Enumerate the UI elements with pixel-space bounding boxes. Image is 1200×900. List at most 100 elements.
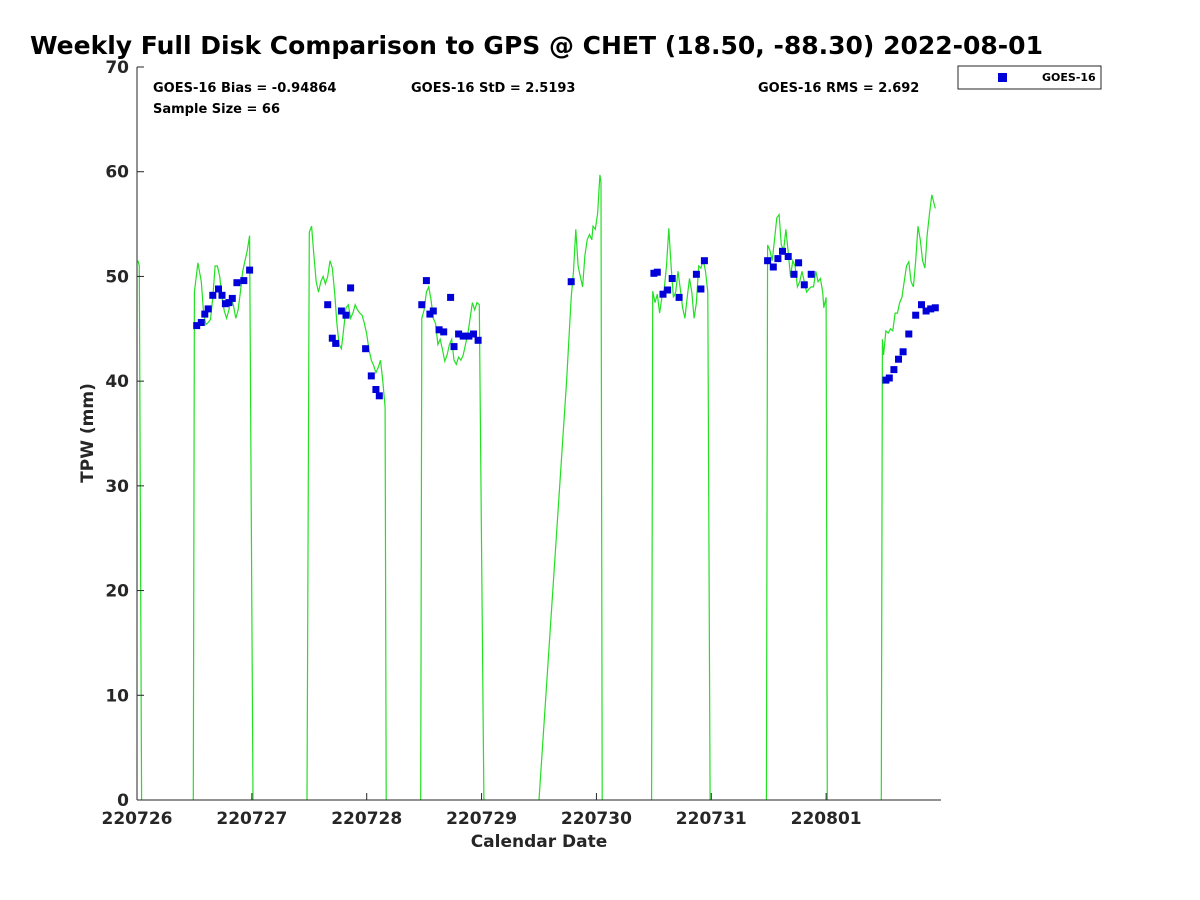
goes-point-18: [347, 284, 355, 292]
x-tick-label: 220727: [216, 809, 287, 829]
goes-point-23: [418, 301, 426, 309]
y-tick-label: 50: [105, 267, 129, 287]
legend-box: [957, 65, 1102, 90]
gps-line-segment-0: [137, 260, 143, 801]
gps-line-segment-4: [538, 174, 603, 801]
y-tick-label: 20: [105, 582, 129, 602]
rms-stat: GOES-16 RMS = 2.692: [758, 81, 919, 96]
goes-point-45: [700, 257, 708, 265]
goes-point-15: [332, 339, 340, 347]
bias-stat: GOES-16 Bias = -0.94864: [153, 81, 336, 96]
goes-point-58: [895, 355, 902, 363]
gps-line-segment-6: [765, 212, 828, 801]
goes-point-64: [927, 305, 935, 313]
goes-point-49: [779, 247, 786, 255]
goes-point-43: [692, 270, 700, 278]
goes-point-24: [422, 277, 430, 285]
goes-point-62: [918, 301, 925, 309]
legend: GOES-16: [957, 65, 1102, 90]
legend-marker: [998, 73, 1007, 82]
plot-area: [137, 67, 941, 800]
goes-point-26: [429, 307, 437, 315]
goes-point-61: [912, 311, 920, 319]
goes-point-13: [324, 301, 332, 309]
goes-point-8: [225, 299, 233, 307]
goes-point-28: [440, 328, 448, 336]
goes-point-40: [664, 286, 672, 294]
goes-point-0: [193, 322, 201, 330]
gps-line-segment-2: [306, 225, 387, 801]
goes-point-53: [800, 281, 808, 289]
goes-point-31: [455, 330, 463, 338]
goes-point-32: [459, 332, 467, 340]
gps-line-segment-3: [420, 284, 485, 801]
goes-point-52: [795, 259, 803, 267]
goes-point-19: [362, 345, 370, 353]
legend-label: GOES-16: [1042, 71, 1096, 84]
x-axis-label: Calendar Date: [471, 832, 608, 852]
y-tick-label: 10: [105, 686, 129, 706]
goes-point-54: [807, 270, 815, 278]
goes-point-14: [328, 334, 336, 342]
goes-point-6: [218, 291, 226, 299]
goes-point-9: [228, 294, 236, 302]
goes-point-47: [769, 263, 777, 271]
y-tick-label: 40: [105, 372, 129, 392]
gps-line-segment-5: [650, 228, 711, 801]
goes-point-21: [372, 386, 380, 393]
goes-point-60: [905, 330, 913, 338]
goes-series: [193, 247, 939, 400]
goes-point-11: [240, 277, 248, 285]
goes-point-44: [697, 285, 705, 293]
goes-point-48: [774, 255, 782, 263]
y-axis-label: TPW (mm): [78, 383, 98, 483]
goes-point-16: [337, 307, 345, 315]
goes-point-17: [342, 311, 350, 319]
x-tick-label: 220730: [561, 809, 632, 829]
y-tick-label: 0: [117, 791, 129, 811]
goes-point-12: [246, 266, 254, 274]
goes-point-50: [784, 253, 792, 260]
y-tick-label: 70: [105, 58, 129, 78]
goes-point-20: [367, 372, 375, 380]
chart-title: Weekly Full Disk Comparison to GPS @ CHE…: [30, 31, 1043, 60]
sample-size-stat: Sample Size = 66: [153, 102, 280, 117]
goes-point-42: [675, 293, 683, 301]
goes-point-38: [653, 268, 661, 276]
goes-point-27: [435, 326, 443, 334]
goes-point-2: [201, 310, 209, 318]
goes-point-46: [764, 257, 772, 265]
goes-point-63: [922, 307, 930, 315]
y-tick-label: 60: [105, 163, 129, 183]
goes-point-22: [375, 392, 383, 400]
goes-point-10: [233, 279, 241, 287]
goes-point-41: [668, 275, 676, 282]
goes-point-36: [567, 278, 575, 286]
goes-point-51: [790, 270, 798, 278]
goes-point-34: [470, 330, 477, 338]
gps-line-segment-7: [880, 194, 936, 801]
goes-point-1: [197, 319, 205, 326]
goes-point-59: [899, 348, 907, 356]
x-axis-ticks: 220726 220727 220728 220729 220730 220731 2208…: [102, 793, 862, 829]
y-axis-ticks: 0 10 20 30 40 50 60 70: [105, 58, 144, 811]
goes-point-4: [209, 291, 217, 299]
goes-point-39: [659, 290, 667, 298]
x-tick-label: 220729: [446, 809, 517, 829]
x-tick-label: 220726: [102, 809, 173, 829]
goes-point-30: [450, 343, 458, 351]
x-tick-label: 220731: [676, 809, 747, 829]
goes-point-65: [931, 304, 939, 312]
x-tick-label: 220728: [331, 809, 402, 829]
goes-point-5: [215, 285, 222, 293]
x-tick-label: 220801: [791, 809, 862, 829]
y-tick-label: 30: [105, 477, 129, 497]
goes-point-3: [204, 305, 212, 313]
goes-point-33: [465, 332, 473, 340]
goes-point-29: [447, 293, 455, 301]
goes-point-57: [890, 366, 898, 374]
goes-point-35: [474, 336, 482, 344]
goes-point-56: [885, 374, 893, 382]
std-stat: GOES-16 StD = 2.5193: [411, 81, 575, 96]
